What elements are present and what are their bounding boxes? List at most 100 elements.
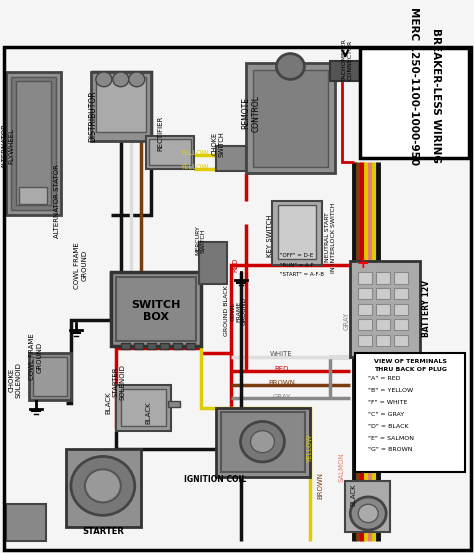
Bar: [91, 72, 151, 141]
Bar: [111, 273, 201, 346]
Circle shape: [71, 456, 135, 515]
Circle shape: [96, 72, 112, 87]
Bar: [356, 352, 465, 472]
Bar: [394, 335, 408, 346]
Text: COWL
FRAME
GROUND: COWL FRAME GROUND: [230, 297, 247, 325]
Bar: [199, 242, 227, 284]
Text: "E" = SALMON: "E" = SALMON: [368, 436, 414, 441]
Text: REMOTE
CONTROL: REMOTE CONTROL: [241, 95, 260, 132]
Text: YELLOW: YELLOW: [181, 164, 209, 170]
Text: BREAKER-LESS WIRING: BREAKER-LESS WIRING: [431, 28, 441, 163]
Text: GRAY: GRAY: [272, 394, 291, 400]
Bar: [358, 288, 372, 299]
Text: SALMON: SALMON: [338, 452, 344, 482]
Circle shape: [350, 497, 386, 530]
Text: ALTERNATOR
FLYWHEEL: ALTERNATOR FLYWHEEL: [1, 123, 15, 168]
Text: BLACK: BLACK: [350, 484, 356, 507]
Bar: [253, 70, 328, 167]
Text: CHOKE
SWITCH: CHOKE SWITCH: [212, 131, 225, 156]
Bar: [134, 343, 143, 349]
Circle shape: [250, 431, 274, 453]
Text: ALTERNATOR STATOR: ALTERNATOR STATOR: [54, 164, 60, 238]
Text: RED: RED: [274, 366, 289, 372]
Bar: [273, 201, 322, 265]
Text: BLACK: BLACK: [146, 401, 152, 424]
Text: "OFF" = D-E: "OFF" = D-E: [281, 253, 314, 258]
Bar: [350, 260, 420, 357]
Circle shape: [113, 72, 129, 87]
Text: KEY SWITCH: KEY SWITCH: [267, 215, 273, 257]
Text: IGNITION COIL: IGNITION COIL: [184, 475, 246, 484]
Bar: [376, 320, 390, 331]
Bar: [376, 335, 390, 346]
Text: BROWN: BROWN: [318, 472, 323, 499]
Bar: [358, 320, 372, 331]
Text: STARTER: STARTER: [82, 528, 124, 536]
Text: NEUTRAL START
IN INTERLOCK SWITCH: NEUTRAL START IN INTERLOCK SWITCH: [325, 202, 336, 273]
Text: DISTRIBUTOR: DISTRIBUTOR: [88, 90, 97, 142]
Text: RED: RED: [233, 258, 238, 272]
Bar: [358, 335, 372, 346]
Text: "B" = YELLOW: "B" = YELLOW: [368, 388, 413, 393]
Bar: [394, 273, 408, 284]
Text: COWL FRAME
GROUND: COWL FRAME GROUND: [29, 333, 43, 380]
Text: "A" = RED: "A" = RED: [368, 375, 401, 381]
Text: RECTIFIER: RECTIFIER: [158, 116, 164, 152]
Bar: [360, 48, 469, 159]
Text: THRU BACK OF PLUG: THRU BACK OF PLUG: [374, 367, 447, 372]
Bar: [376, 288, 390, 299]
Bar: [160, 343, 169, 349]
Bar: [147, 343, 156, 349]
Text: "F" = WHITE: "F" = WHITE: [368, 400, 408, 405]
Bar: [246, 63, 335, 173]
Text: "C" = GRAY: "C" = GRAY: [368, 411, 404, 416]
Text: CHOKE
SOLENOID: CHOKE SOLENOID: [9, 362, 21, 398]
Bar: [394, 304, 408, 315]
Bar: [116, 385, 171, 431]
Bar: [186, 343, 195, 349]
Bar: [394, 320, 408, 331]
Bar: [278, 205, 316, 259]
Bar: [121, 389, 166, 426]
Bar: [394, 288, 408, 299]
Bar: [19, 187, 47, 204]
Bar: [330, 61, 360, 81]
Text: "D" = BLACK: "D" = BLACK: [368, 424, 409, 429]
Text: YELLOW: YELLOW: [181, 150, 209, 156]
Bar: [11, 77, 56, 210]
Text: BLACK: BLACK: [106, 392, 112, 414]
Text: GROUND BLACK: GROUND BLACK: [224, 286, 229, 336]
Text: STARTER
SOLENOID: STARTER SOLENOID: [112, 364, 125, 400]
Text: WHITE: WHITE: [270, 351, 293, 357]
Circle shape: [240, 421, 284, 462]
Text: "G" = BROWN: "G" = BROWN: [368, 447, 413, 452]
Bar: [6, 72, 61, 215]
Circle shape: [85, 469, 121, 503]
Text: TACHOMETER
CONNECTOR: TACHOMETER CONNECTOR: [342, 39, 353, 81]
Bar: [220, 413, 305, 472]
Bar: [6, 504, 46, 541]
Bar: [216, 145, 246, 171]
Text: MERCURY
SWITCH: MERCURY SWITCH: [195, 226, 206, 255]
Bar: [216, 408, 310, 477]
Text: GRAY: GRAY: [343, 311, 349, 330]
Circle shape: [129, 72, 145, 87]
Bar: [96, 77, 146, 132]
Bar: [173, 343, 182, 349]
Bar: [358, 304, 372, 315]
Text: "START" = A-F-B: "START" = A-F-B: [281, 272, 324, 277]
Bar: [345, 481, 390, 532]
Text: BROWN: BROWN: [268, 380, 295, 386]
Bar: [116, 277, 196, 341]
Bar: [16, 81, 51, 205]
Bar: [376, 304, 390, 315]
Text: COWL FRAME
GROUND: COWL FRAME GROUND: [74, 242, 87, 289]
Bar: [146, 137, 194, 169]
Bar: [376, 273, 390, 284]
Circle shape: [358, 504, 378, 523]
Text: BATTERY 12V: BATTERY 12V: [421, 280, 430, 337]
Circle shape: [276, 54, 304, 80]
Bar: [358, 273, 372, 284]
Bar: [29, 352, 71, 400]
Text: "RUN" = A-F: "RUN" = A-F: [281, 263, 314, 268]
